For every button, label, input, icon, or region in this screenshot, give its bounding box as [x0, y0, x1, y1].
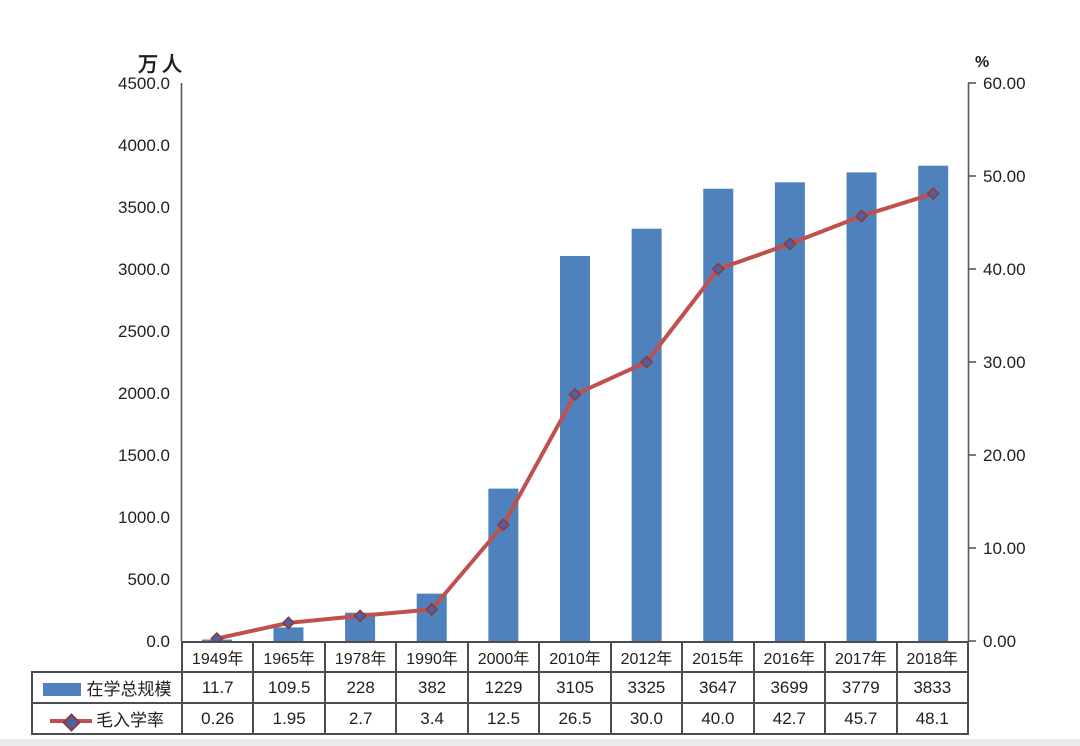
right-axis-tick-label: 20.00	[983, 446, 1026, 465]
enrollment-bar	[846, 172, 877, 642]
right-axis-tick-label: 10.00	[983, 539, 1026, 558]
right-axis-tick-label: 30.00	[983, 353, 1026, 372]
left-axis-tick-label: 500.0	[127, 570, 170, 589]
enrollment-value-cell: 3779	[824, 671, 898, 704]
enrollment-bar	[273, 627, 304, 641]
rate-value-cell: 48.1	[895, 702, 970, 735]
rate-marker	[425, 602, 439, 617]
series-name-label: 在学总规模	[86, 680, 172, 699]
year-header-cell: 1990年	[395, 641, 469, 673]
enrollment-bar	[703, 188, 734, 641]
enrollment-value-cell: 3105	[538, 671, 612, 704]
right-axis-tick-label: 0.00	[983, 632, 1016, 651]
rate-value-cell: 0.26	[180, 702, 255, 735]
year-header-row: 1949年 1965年 1978年 1990年 2000年 2010年 2012年 2015年…	[32, 641, 970, 673]
enrollment-row: 在学总规模 11.7 109.5 228 382 1229 3105 3325 3647 3699…	[31, 671, 970, 704]
enrollment-value-cell: 3833	[895, 671, 970, 704]
enrollment-value-cell: 1229	[466, 671, 541, 704]
enrollment-bar	[631, 228, 662, 641]
left-axis-tick-label: 0.0	[146, 632, 170, 651]
enrollment-value-cell: 228	[323, 671, 398, 704]
table-corner-spacer	[32, 642, 182, 672]
year-header-cell: 1949年	[180, 641, 255, 673]
enrollment-value-cell: 3699	[752, 671, 827, 704]
enrollment-bar	[416, 593, 447, 641]
rate-value-cell: 45.7	[824, 702, 898, 735]
enrollment-bar	[560, 255, 590, 642]
left-axis-tick-label: 1000.0	[118, 508, 170, 527]
enrollment-value-cell: 382	[395, 671, 469, 704]
left-axis-tick-label: 2000.0	[118, 384, 170, 403]
rate-value-cell: 40.0	[681, 702, 755, 735]
left-axis-tick-label: 4500.0	[118, 74, 170, 93]
left-axis-tick-label: 4000.0	[118, 136, 170, 155]
left-axis-tick-label: 3000.0	[118, 260, 170, 279]
right-axis-tick-label: 40.00	[983, 260, 1026, 279]
left-axis-tick-label: 1500.0	[118, 446, 170, 465]
enrollment-bar	[774, 182, 805, 641]
enrollment-bar	[918, 165, 949, 641]
rate-marker	[783, 237, 797, 251]
rate-marker	[496, 518, 510, 532]
year-header-cell: 2012年	[609, 641, 684, 673]
year-header-cell: 2018年	[895, 641, 970, 673]
enrollment-value-cell: 11.7	[180, 671, 255, 704]
rate-marker	[926, 187, 940, 201]
bar-legend-swatch	[42, 683, 81, 696]
enrollment-value-cell: 3325	[609, 671, 684, 704]
year-header-cell: 1965年	[252, 641, 326, 673]
legend-bar-series: 在学总规模	[31, 671, 183, 704]
rate-marker	[854, 209, 869, 223]
rate-marker	[568, 387, 582, 402]
diamond-marker-icon	[62, 713, 81, 732]
year-header-cell: 2016年	[752, 641, 827, 673]
left-axis-unit-label: 万人	[138, 54, 186, 76]
left-axis-tick-label: 3500.0	[118, 198, 170, 217]
enrollment-value-cell: 109.5	[252, 671, 326, 704]
enrollment-bar	[488, 488, 519, 641]
rate-marker	[711, 262, 725, 276]
enrollment-value-cell: 3647	[681, 671, 755, 704]
year-header-cell: 2017年	[824, 641, 898, 673]
right-axis-tick-label: 50.00	[983, 167, 1026, 186]
year-header-cell: 2000年	[466, 641, 541, 673]
rate-marker	[640, 355, 654, 369]
rate-value-cell: 1.95	[252, 702, 326, 735]
rate-value-cell: 2.7	[323, 702, 398, 735]
rate-value-cell: 30.0	[609, 702, 684, 735]
year-header-cell: 1978年	[323, 641, 398, 673]
series-name-label: 毛入学率	[96, 711, 164, 730]
rate-value-cell: 26.5	[538, 702, 612, 735]
rate-value-cell: 3.4	[395, 702, 469, 735]
rate-marker	[353, 609, 367, 623]
rate-value-cell: 42.7	[752, 702, 827, 735]
left-axis-tick-label: 2500.0	[118, 322, 170, 341]
chart-data-table: 1949年 1965年 1978年 1990年 2000年 2010年 2012年 2015年…	[31, 641, 970, 735]
image-bottom-edge	[0, 739, 1080, 746]
rate-row: 毛入学率 0.26 1.95 2.7 3.4 12.5 26.5 30.0 40.0 42.7 45…	[31, 702, 970, 735]
right-axis-unit-label: %	[975, 54, 990, 71]
rate-marker	[281, 616, 296, 630]
year-header-cell: 2010年	[538, 641, 612, 673]
right-axis-tick-label: 60.00	[983, 74, 1026, 93]
line-legend-swatch	[50, 713, 92, 732]
legend-line-series: 毛入学率	[31, 702, 183, 735]
year-header-cell: 2015年	[681, 641, 755, 673]
rate-value-cell: 12.5	[466, 702, 541, 735]
